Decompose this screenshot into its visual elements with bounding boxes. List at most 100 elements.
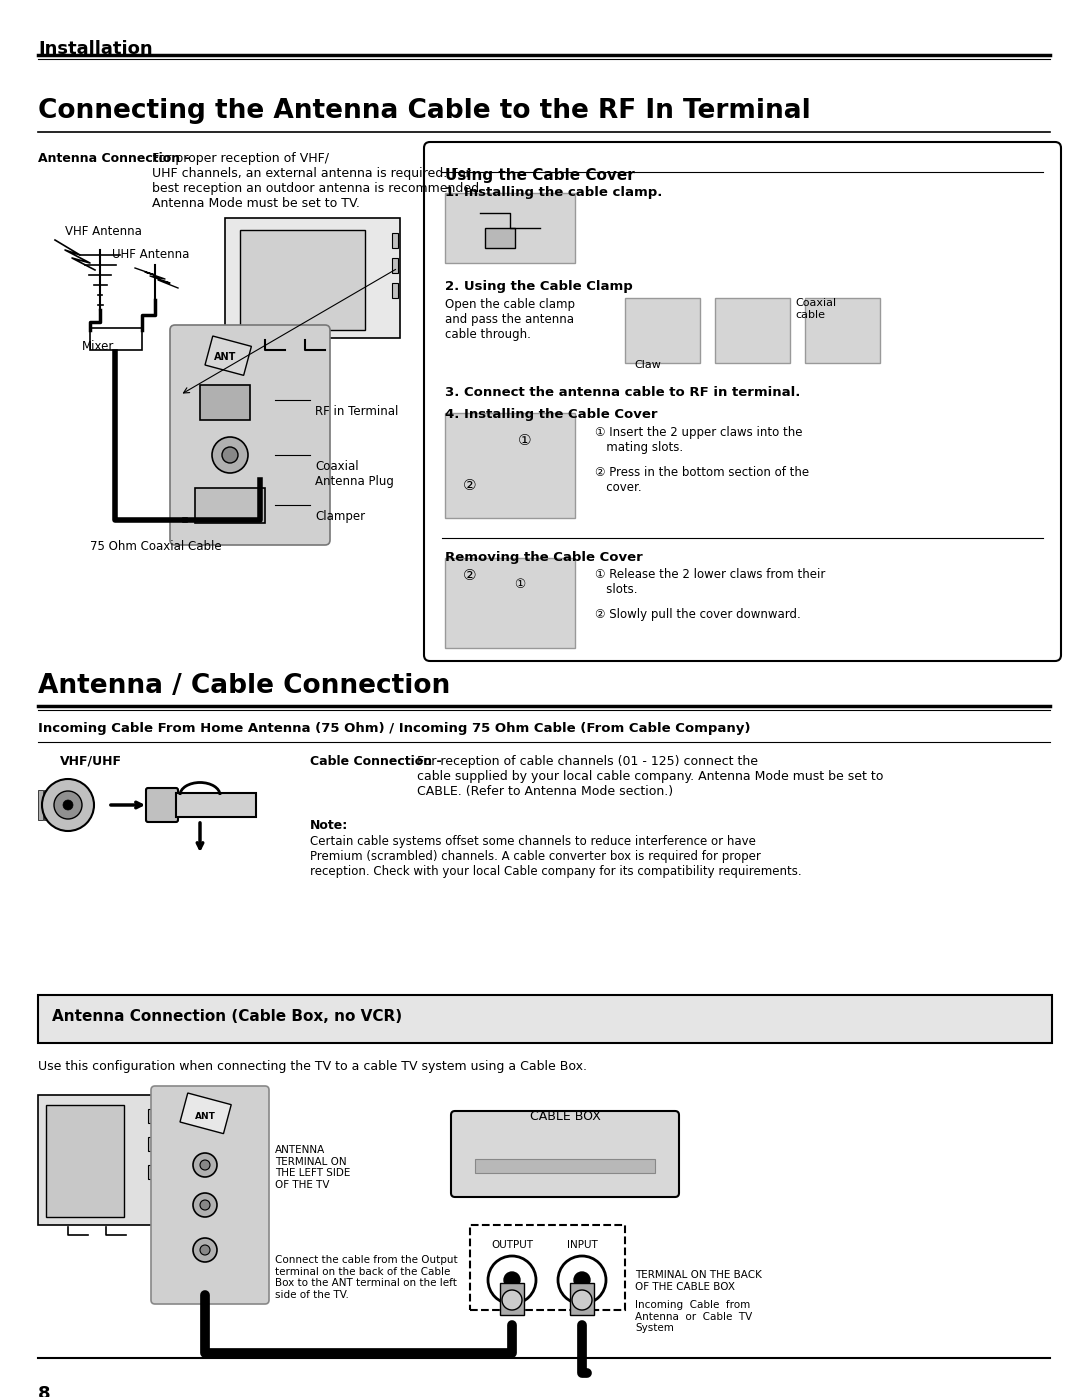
Text: Certain cable systems offset some channels to reduce interference or have
Premiu: Certain cable systems offset some channe… xyxy=(310,835,801,877)
Bar xyxy=(176,793,256,817)
Text: ① Insert the 2 upper claws into the
   mating slots.: ① Insert the 2 upper claws into the mati… xyxy=(595,426,802,454)
Bar xyxy=(392,284,399,298)
FancyBboxPatch shape xyxy=(151,1085,269,1303)
Text: Antenna Connection -: Antenna Connection - xyxy=(38,152,190,165)
Bar xyxy=(485,228,515,249)
Bar xyxy=(44,789,49,820)
Circle shape xyxy=(558,1256,606,1303)
Bar xyxy=(470,1225,625,1310)
Bar xyxy=(500,1282,524,1315)
Circle shape xyxy=(488,1256,536,1303)
Text: ② Press in the bottom section of the
   cover.: ② Press in the bottom section of the cov… xyxy=(595,467,809,495)
FancyBboxPatch shape xyxy=(451,1111,679,1197)
Text: VHF/UHF: VHF/UHF xyxy=(60,754,122,768)
Bar xyxy=(475,1160,654,1173)
Text: ① Release the 2 lower claws from their
   slots.: ① Release the 2 lower claws from their s… xyxy=(595,569,825,597)
Text: Installation: Installation xyxy=(38,41,152,59)
Bar xyxy=(200,386,249,420)
Text: Coaxial
cable: Coaxial cable xyxy=(795,298,836,320)
Text: TERMINAL ON THE BACK
OF THE CABLE BOX: TERMINAL ON THE BACK OF THE CABLE BOX xyxy=(635,1270,761,1292)
Text: VHF Antenna: VHF Antenna xyxy=(65,225,141,237)
Bar xyxy=(38,789,43,820)
Text: Connect the cable from the Output
terminal on the back of the Cable
Box to the A: Connect the cable from the Output termin… xyxy=(275,1255,458,1299)
Text: ②: ② xyxy=(463,478,476,493)
Bar xyxy=(46,1105,124,1217)
Circle shape xyxy=(573,1273,590,1288)
Text: ② Slowly pull the cover downward.: ② Slowly pull the cover downward. xyxy=(595,608,800,622)
Bar xyxy=(62,789,67,820)
Bar xyxy=(90,328,141,351)
Bar xyxy=(148,1137,154,1151)
Text: Use this configuration when connecting the TV to a cable TV system using a Cable: Use this configuration when connecting t… xyxy=(38,1060,588,1073)
Bar xyxy=(445,557,575,648)
Text: ①: ① xyxy=(514,578,526,591)
Bar xyxy=(148,1165,154,1179)
FancyBboxPatch shape xyxy=(170,326,330,545)
Bar xyxy=(805,298,880,363)
Text: Using the Cable Cover: Using the Cable Cover xyxy=(445,168,635,183)
Text: 3. Connect the antenna cable to RF in terminal.: 3. Connect the antenna cable to RF in te… xyxy=(445,386,800,400)
Text: For reception of cable channels (01 - 125) connect the
cable supplied by your lo: For reception of cable channels (01 - 12… xyxy=(417,754,883,798)
Bar xyxy=(205,337,252,376)
Text: ANT: ANT xyxy=(194,1112,215,1120)
Circle shape xyxy=(200,1160,210,1171)
Text: 75 Ohm Coaxial Cable: 75 Ohm Coaxial Cable xyxy=(90,541,221,553)
Text: Claw: Claw xyxy=(635,360,661,370)
Bar xyxy=(195,488,265,522)
Circle shape xyxy=(193,1238,217,1261)
Circle shape xyxy=(63,800,73,810)
Text: Antenna / Cable Connection: Antenna / Cable Connection xyxy=(38,673,450,698)
Bar xyxy=(445,193,575,263)
Circle shape xyxy=(222,447,238,462)
Text: ANTENNA
TERMINAL ON
THE LEFT SIDE
OF THE TV: ANTENNA TERMINAL ON THE LEFT SIDE OF THE… xyxy=(275,1146,350,1190)
Text: 1. Installing the cable clamp.: 1. Installing the cable clamp. xyxy=(445,186,662,198)
Circle shape xyxy=(54,791,82,819)
Circle shape xyxy=(193,1153,217,1178)
Bar xyxy=(56,789,60,820)
Circle shape xyxy=(200,1200,210,1210)
Text: ②: ② xyxy=(463,569,476,583)
Text: Mixer: Mixer xyxy=(82,339,114,353)
Bar xyxy=(240,231,365,330)
Bar xyxy=(225,218,400,338)
Circle shape xyxy=(193,1193,217,1217)
Bar xyxy=(38,1095,156,1225)
Text: INPUT: INPUT xyxy=(567,1241,597,1250)
Text: RF in Terminal: RF in Terminal xyxy=(315,405,399,418)
Text: Connecting the Antenna Cable to the RF In Terminal: Connecting the Antenna Cable to the RF I… xyxy=(38,98,811,124)
Text: 4. Installing the Cable Cover: 4. Installing the Cable Cover xyxy=(445,408,658,420)
Circle shape xyxy=(502,1289,522,1310)
Bar xyxy=(392,233,399,249)
Text: Incoming  Cable  from
Antenna  or  Cable  TV
System: Incoming Cable from Antenna or Cable TV … xyxy=(635,1301,753,1333)
Circle shape xyxy=(42,780,94,831)
Bar xyxy=(38,995,1052,1044)
Bar xyxy=(180,1092,231,1133)
Circle shape xyxy=(504,1273,519,1288)
Text: Open the cable clamp
and pass the antenna
cable through.: Open the cable clamp and pass the antenn… xyxy=(445,298,575,341)
Circle shape xyxy=(212,437,248,474)
Bar xyxy=(625,298,700,363)
Text: Cable Connection -: Cable Connection - xyxy=(310,754,442,768)
Text: ①: ① xyxy=(518,433,531,448)
Text: ANT: ANT xyxy=(214,352,237,362)
Text: Antenna Connection (Cable Box, no VCR): Antenna Connection (Cable Box, no VCR) xyxy=(52,1009,402,1024)
Text: 8: 8 xyxy=(38,1384,51,1397)
Text: Note:: Note: xyxy=(310,819,348,833)
Text: 2. Using the Cable Clamp: 2. Using the Cable Clamp xyxy=(445,279,633,293)
Text: For proper reception of VHF/
UHF channels, an external antenna is required. For
: For proper reception of VHF/ UHF channel… xyxy=(152,152,483,210)
Bar xyxy=(715,298,789,363)
Bar xyxy=(445,414,575,518)
Bar xyxy=(50,789,55,820)
Text: UHF Antenna: UHF Antenna xyxy=(112,249,189,261)
Bar xyxy=(570,1282,594,1315)
FancyBboxPatch shape xyxy=(424,142,1061,661)
Bar xyxy=(148,1109,154,1123)
Text: Incoming Cable From Home Antenna (75 Ohm) / Incoming 75 Ohm Cable (From Cable Co: Incoming Cable From Home Antenna (75 Ohm… xyxy=(38,722,751,735)
Circle shape xyxy=(200,1245,210,1255)
Circle shape xyxy=(572,1289,592,1310)
Text: Clamper: Clamper xyxy=(315,510,365,522)
Text: Coaxial
Antenna Plug: Coaxial Antenna Plug xyxy=(315,460,394,488)
Text: CABLE BOX: CABLE BOX xyxy=(529,1111,600,1123)
FancyBboxPatch shape xyxy=(146,788,178,821)
Text: Removing the Cable Cover: Removing the Cable Cover xyxy=(445,550,643,564)
